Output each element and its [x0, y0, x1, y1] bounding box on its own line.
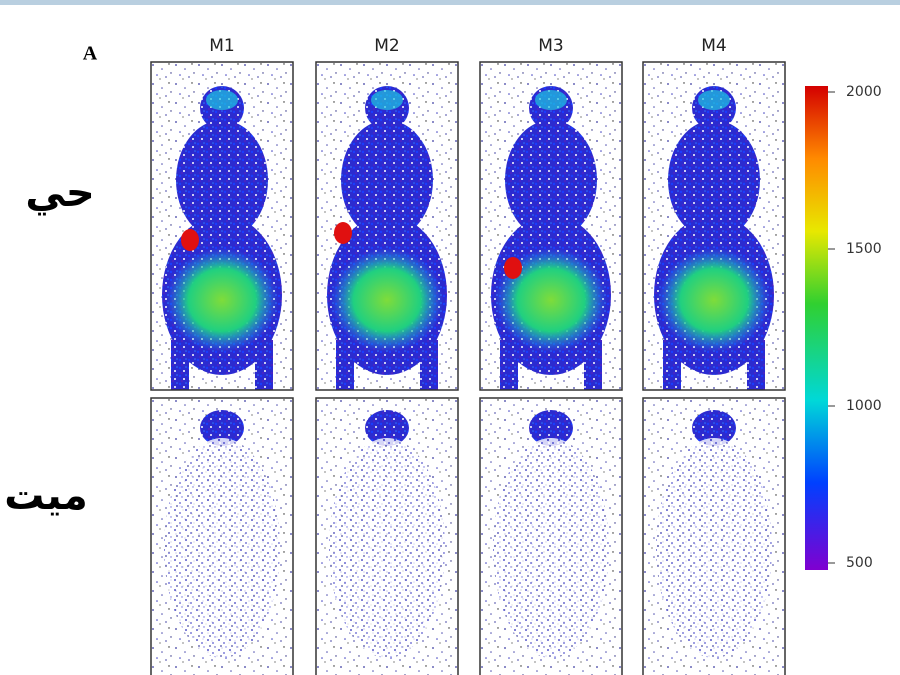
top-bar	[0, 0, 900, 5]
colorbar-tick-label: 1000	[846, 398, 882, 414]
panel-label: A	[83, 43, 98, 65]
row-label: ميت	[4, 473, 87, 519]
mouse-signal	[151, 398, 293, 675]
image-live	[479, 61, 623, 391]
column-label: M3	[538, 36, 563, 56]
hotspot	[504, 257, 522, 279]
mouse-signal	[480, 398, 622, 675]
colorbar-tick-label: 500	[846, 555, 873, 571]
image-dead	[479, 397, 623, 675]
image-dead	[642, 397, 786, 675]
image-frame	[150, 61, 294, 391]
column-label: M2	[374, 36, 399, 56]
image-live	[642, 61, 786, 391]
colorbar-tick-label: 2000	[846, 84, 882, 100]
image-dead	[150, 397, 294, 675]
image-frame	[150, 397, 294, 675]
column-label: M1	[209, 36, 234, 56]
column-label: M4	[701, 36, 726, 56]
colorbar-tick-label: 1500	[846, 241, 882, 257]
image-frame	[642, 61, 786, 391]
image-frame	[315, 61, 459, 391]
mouse-signal	[643, 398, 785, 675]
image-frame	[315, 397, 459, 675]
image-dead	[315, 397, 459, 675]
image-frame	[479, 61, 623, 391]
image-frame	[479, 397, 623, 675]
image-live	[150, 61, 294, 391]
hotspot	[334, 222, 352, 244]
row-label: حي	[25, 170, 94, 216]
mouse-signal	[316, 398, 458, 675]
image-frame	[642, 397, 786, 675]
colorbar	[805, 86, 828, 570]
hotspot	[181, 229, 199, 251]
